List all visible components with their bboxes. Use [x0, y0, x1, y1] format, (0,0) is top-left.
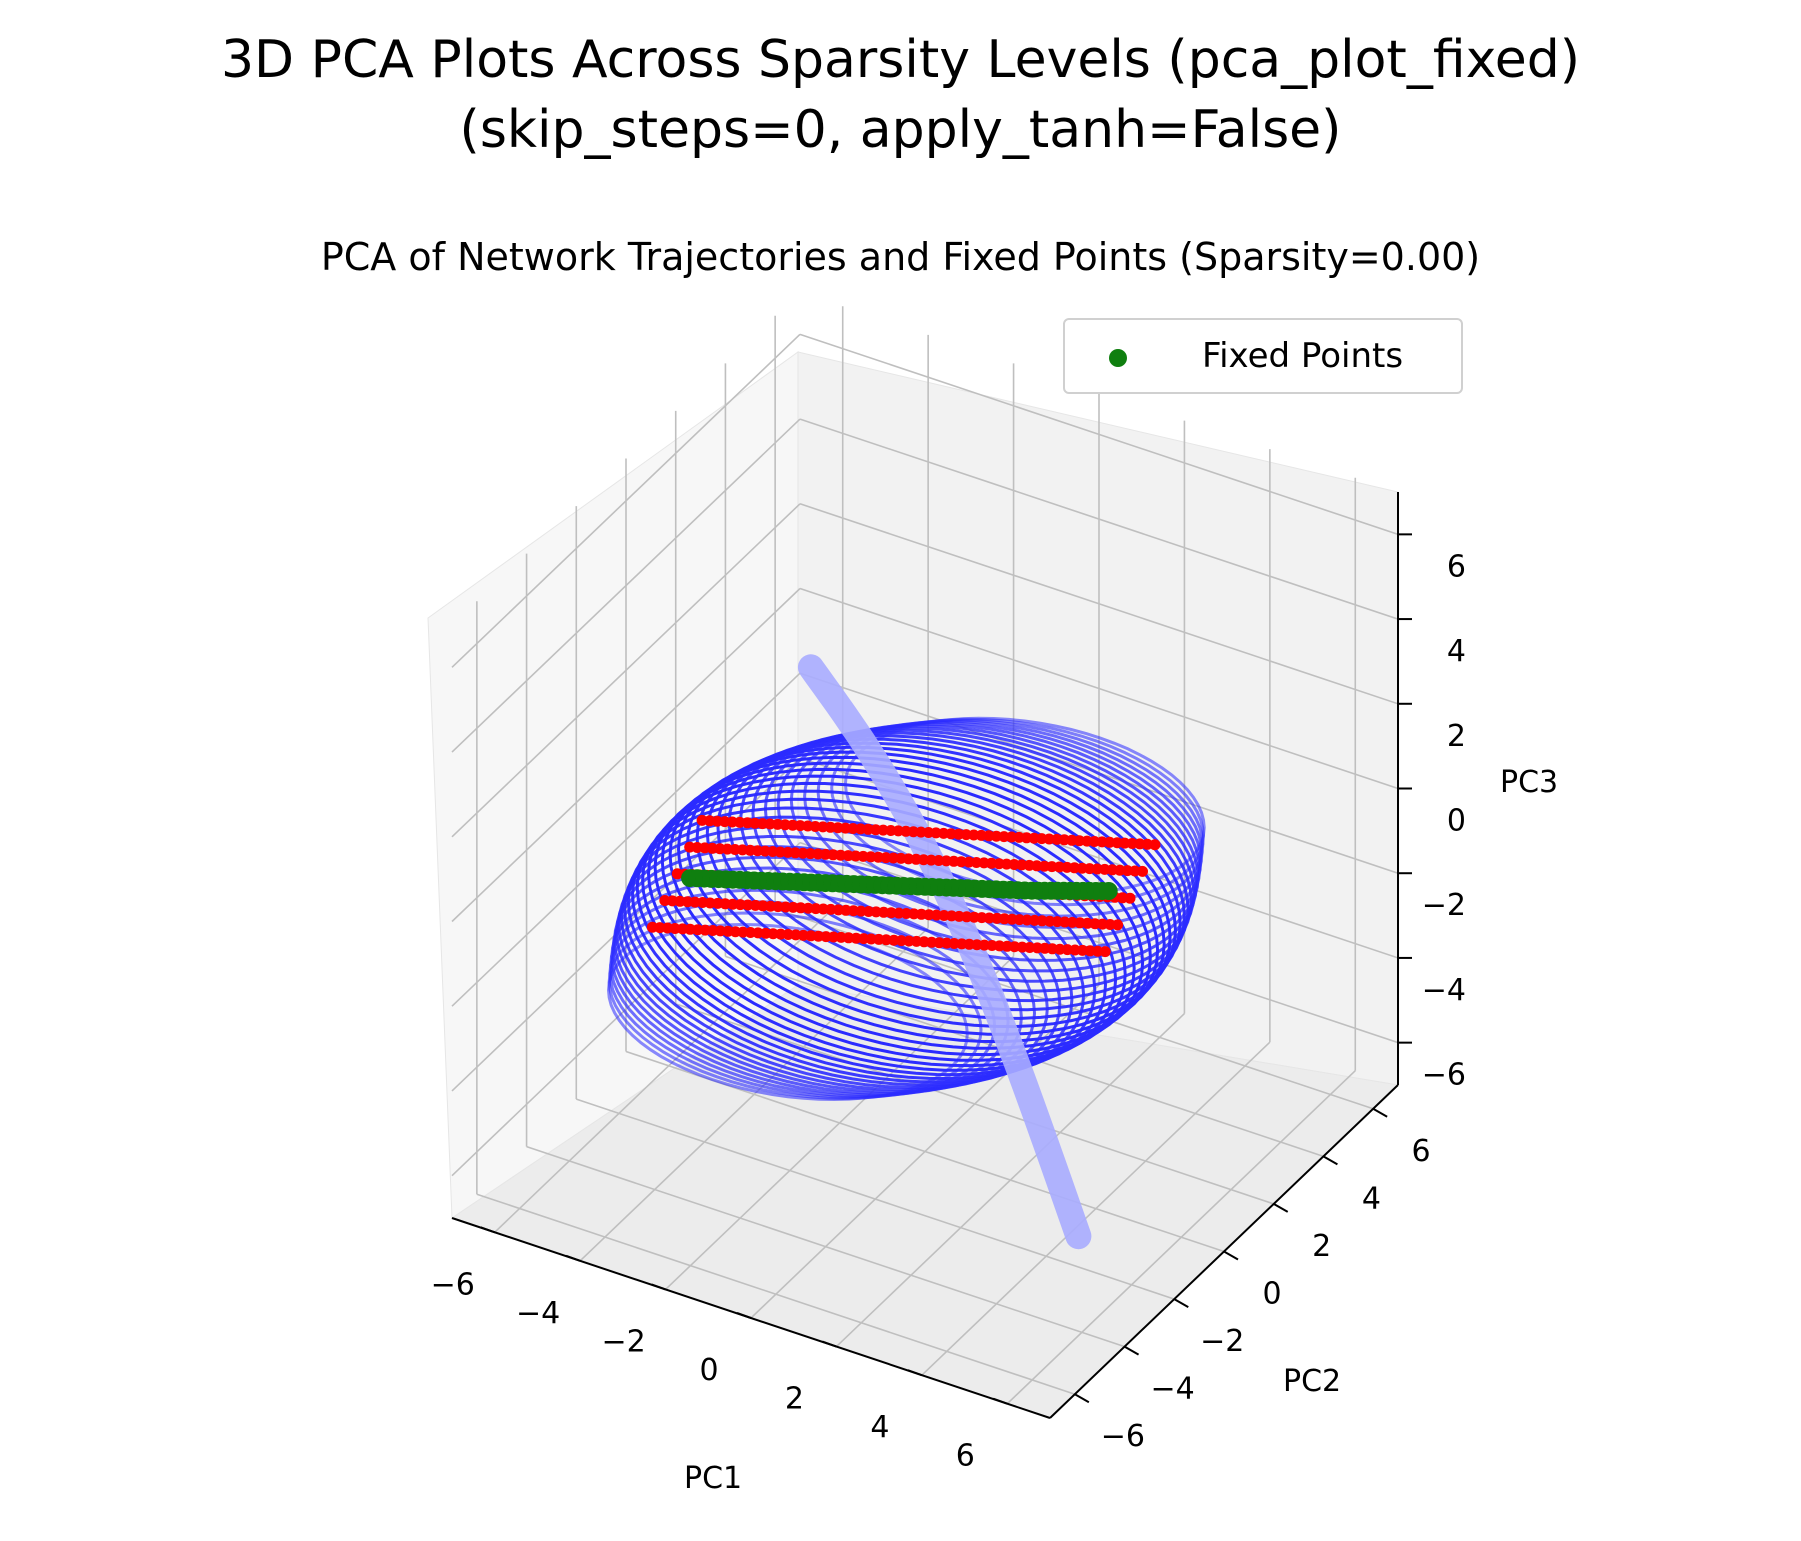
x-tick-mark: [992, 1397, 1008, 1405]
y-axis-label: PC2: [1283, 1364, 1341, 1399]
x-tick-mark: [565, 1254, 581, 1262]
z-axis-label: PC3: [1500, 765, 1558, 800]
trajectory-loop: [716, 734, 1190, 1003]
trajectory-loop: [695, 741, 1182, 1020]
y-tick-mark: [1372, 1107, 1388, 1118]
y-tick-label: −6: [1101, 1419, 1145, 1454]
y-tick-mark: [1173, 1298, 1189, 1308]
z-tick-label: −4: [1422, 973, 1466, 1008]
axes-title: PCA of Network Trajectories and Fixed Po…: [320, 235, 1481, 279]
back-grid-z: [799, 503, 1399, 705]
y-tick-label: −4: [1150, 1372, 1194, 1407]
trajectory-loop: [676, 750, 1172, 1036]
x-tick-mark: [736, 1312, 752, 1319]
trajectory-loop: [830, 717, 1206, 907]
z-tick-label: 6: [1447, 549, 1466, 584]
floor-grid-x: [921, 1041, 1271, 1376]
x-tick-label: 2: [785, 1382, 804, 1417]
floor-grid-x: [835, 1012, 1185, 1348]
trajectory-loop: [668, 755, 1166, 1044]
x-tick-mark: [907, 1369, 923, 1377]
y-tick-label: 4: [1362, 1181, 1381, 1216]
side-grid-z: [451, 587, 801, 923]
back-grid-z: [799, 333, 1399, 536]
trajectory-loop: [751, 726, 1198, 973]
trajectory-loop: [705, 737, 1186, 1012]
trajectory-loop: [626, 806, 1108, 1081]
trajectory-loop: [789, 721, 1203, 941]
y-tick-mark: [1124, 1345, 1140, 1356]
z-tick-label: −2: [1422, 888, 1466, 923]
fixed-point-series: [681, 869, 1118, 900]
side-grid-z: [451, 418, 801, 753]
z-tick-label: 0: [1447, 804, 1466, 839]
fixed-point: [1099, 882, 1118, 900]
side-grid-z: [451, 503, 801, 838]
y-tick-mark: [1074, 1393, 1090, 1404]
slow-point: [1112, 919, 1124, 931]
x-tick-label: −4: [516, 1296, 560, 1331]
slow-point: [1137, 865, 1148, 877]
slow-point: [1099, 946, 1111, 958]
x-tick-label: 4: [870, 1410, 889, 1445]
x-tick-label: −2: [601, 1324, 645, 1359]
y-tick-mark: [1223, 1250, 1239, 1261]
side-grid-z: [451, 333, 801, 668]
trajectory-loop: [816, 718, 1205, 918]
x-tick-mark: [822, 1340, 837, 1348]
trajectory-loop: [763, 724, 1200, 962]
trajectory-loop: [776, 722, 1202, 952]
x-axis-label: PC1: [684, 1461, 742, 1496]
z-tick-label: −6: [1422, 1058, 1466, 1093]
y-tick-label: −2: [1200, 1324, 1244, 1359]
trajectory-loop: [619, 825, 1086, 1087]
figure-suptitle-line2: (skip_steps=0, apply_tanh=False): [459, 100, 1342, 160]
x-tick-label: 0: [699, 1353, 718, 1388]
trajectory-loop: [660, 761, 1160, 1050]
legend: Fixed Points: [1063, 318, 1463, 394]
floor-grid-y: [675, 1003, 1274, 1205]
back-grid-z: [799, 587, 1399, 790]
legend-fixed-points-marker: [1109, 349, 1127, 367]
legend-fixed-points-label: Fixed Points: [1202, 336, 1404, 376]
y-tick-mark: [1322, 1155, 1338, 1166]
slow-point: [1124, 892, 1136, 904]
y-tick-label: 2: [1312, 1229, 1331, 1264]
floor-grid-x: [1006, 1070, 1356, 1405]
z-tick-label: 4: [1447, 634, 1466, 669]
trajectory-loop: [653, 767, 1152, 1057]
z-tick-label: 2: [1447, 719, 1466, 754]
x-tick-mark: [480, 1226, 496, 1234]
figure-suptitle-line1: 3D PCA Plots Across Sparsity Levels (pca…: [220, 30, 1581, 90]
x-tick-label: −6: [431, 1267, 475, 1302]
y-tick-label: 6: [1412, 1134, 1431, 1169]
x-tick-label: 6: [956, 1439, 975, 1474]
trajectory-loop: [630, 797, 1118, 1077]
y-tick-label: 0: [1262, 1277, 1281, 1312]
back-grid-z: [799, 418, 1399, 620]
slow-point: [1149, 839, 1161, 851]
y-tick-mark: [1273, 1203, 1289, 1213]
x-tick-mark: [651, 1283, 666, 1291]
